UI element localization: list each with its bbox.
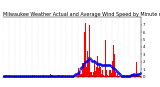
Text: Milwaukee Weather Actual and Average Wind Speed by Minute mph (Last 24 Hours): Milwaukee Weather Actual and Average Win…: [3, 12, 160, 17]
